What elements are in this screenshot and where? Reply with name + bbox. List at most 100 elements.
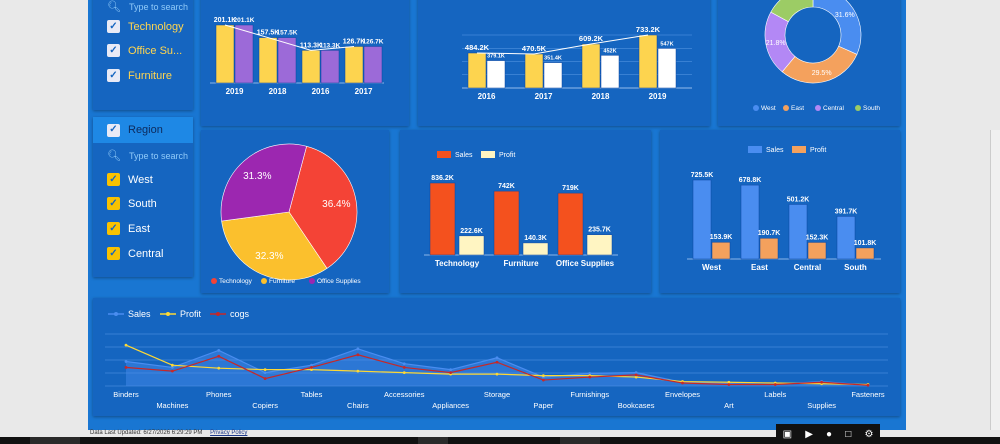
data-label: 836.2K [431, 175, 454, 182]
sales-area [126, 348, 868, 386]
checkbox-checked-icon[interactable]: ✓ [107, 20, 120, 33]
data-label: 190.7K [758, 230, 781, 237]
taskbar-button[interactable] [560, 437, 600, 444]
filter-item-central[interactable]: ✓ Central [107, 247, 163, 260]
taskbar-button[interactable] [418, 437, 448, 444]
series-point [217, 366, 221, 370]
window-icon[interactable]: □ [845, 428, 852, 440]
series-point [634, 373, 638, 377]
legend-dot [783, 105, 789, 111]
filter-item-furniture[interactable]: ✓ Furniture [107, 69, 172, 82]
data-label: 742K [498, 183, 515, 190]
last-updated-text: Data Last Updated: 6/27/2026 6:29:29 PM [90, 430, 203, 436]
series-point [820, 380, 824, 384]
legend-label: Technology [219, 278, 253, 285]
filter-item-east[interactable]: ✓ East [107, 222, 150, 235]
category-label: Envelopes [665, 390, 700, 399]
legend-label: Furniture [269, 278, 295, 285]
data-label: 235.7K [588, 227, 611, 234]
video-icon[interactable]: ▶ [805, 428, 813, 440]
taskbar-button[interactable] [30, 437, 80, 444]
gear-icon[interactable]: ⚙ [864, 428, 874, 440]
region-header[interactable]: ✓ Region [93, 117, 193, 143]
series-point [449, 368, 453, 372]
legend-dot [211, 278, 217, 284]
data-label: 201.1K [214, 17, 237, 24]
page-scrollbar[interactable] [990, 130, 1000, 430]
series-point [449, 371, 453, 375]
data-label: 113.3K [300, 42, 322, 49]
series-point [588, 371, 592, 375]
checkbox-checked-icon[interactable]: ✓ [107, 44, 120, 57]
series-point [356, 369, 360, 373]
legend-label: West [761, 105, 776, 112]
bar [586, 234, 613, 256]
bar [493, 190, 520, 256]
chart-panel-6: 725.5K 153.9K West 678.8K 190.7K East 501.2K 15… [660, 130, 900, 293]
category-label: Central [794, 263, 822, 272]
series-point [773, 383, 777, 386]
series-point [356, 353, 360, 357]
category-search-input[interactable]: Type to search [128, 1, 189, 12]
slice-label: 31.3% [243, 171, 271, 182]
chart-panel-3: 31.6% 29.5% 21.8% West East Central South [718, 0, 900, 126]
bar [522, 242, 549, 256]
category-label: Chairs [347, 401, 369, 410]
legend-label: Sales [766, 147, 784, 154]
data-label: 452K [603, 48, 616, 54]
bar [486, 60, 506, 89]
bar [320, 50, 340, 84]
bar [807, 242, 827, 260]
checkbox-checked-icon[interactable]: ✓ [107, 123, 120, 137]
checkbox-checked-icon[interactable]: ✓ [107, 69, 120, 82]
slice-label: 29.5% [812, 70, 832, 77]
category-filter-panel: 🔍︎ Type to search ✓ Technology ✓ Office … [93, 0, 193, 110]
category-label: Furniture [503, 259, 539, 268]
category-search[interactable]: 🔍︎ Type to search [107, 0, 188, 13]
series-point [495, 372, 499, 376]
camera-icon[interactable]: ▣ [782, 428, 793, 440]
bar [429, 182, 456, 256]
legend-label: Office Supplies [317, 278, 361, 285]
filter-item-label: Technology [128, 20, 184, 33]
slice-label: 32.3% [255, 251, 283, 262]
chart-region-sales-profit: 725.5K 153.9K West 678.8K 190.7K East 501.2K 15… [687, 146, 881, 272]
filter-item-west[interactable]: ✓ West [107, 173, 153, 186]
data-label: 609.2K [579, 34, 604, 43]
data-label: 351.4K [544, 56, 562, 62]
checkbox-checked-icon[interactable]: ✓ [107, 197, 120, 210]
category-label: East [751, 263, 768, 272]
series-point [170, 363, 174, 367]
region-search-input[interactable]: Type to search [128, 150, 189, 161]
series-point [124, 366, 128, 369]
chart-yearly-sales: 484.2K 379.1K 2016 470.5K 351.4K 2017 609.2K 45… [462, 25, 692, 101]
filter-item-south[interactable]: ✓ South [107, 197, 157, 210]
series-point [634, 375, 638, 379]
data-label: 126.7K [343, 38, 366, 45]
filter-item-label: Furniture [128, 69, 173, 82]
search-icon: 🔍︎ [107, 150, 121, 162]
region-search[interactable]: 🔍︎ Type to search [107, 149, 188, 162]
checkbox-checked-icon[interactable]: ✓ [107, 222, 120, 235]
category-label: Labels [764, 390, 786, 399]
legend-dot [815, 105, 821, 111]
mic-icon[interactable]: ● [826, 428, 833, 440]
legend-label: Sales [455, 152, 473, 159]
checkbox-checked-icon[interactable]: ✓ [107, 173, 120, 186]
bar [657, 48, 677, 89]
category-label: 2018 [592, 92, 610, 101]
bar [215, 24, 235, 84]
data-label: 470.5K [522, 44, 547, 53]
bar [557, 192, 584, 256]
bar [467, 52, 487, 89]
data-label: 678.8K [739, 177, 762, 184]
privacy-policy-link[interactable]: Privacy Policy [210, 430, 248, 436]
legend-label: South [863, 105, 880, 112]
legend-label: Profit [499, 152, 515, 159]
filter-item-technology[interactable]: ✓ Technology [107, 20, 184, 33]
filter-item-office-supplies[interactable]: ✓ Office Su... [107, 44, 182, 57]
series-point [495, 360, 499, 364]
checkbox-checked-icon[interactable]: ✓ [107, 247, 120, 260]
legend-dot [261, 278, 267, 284]
